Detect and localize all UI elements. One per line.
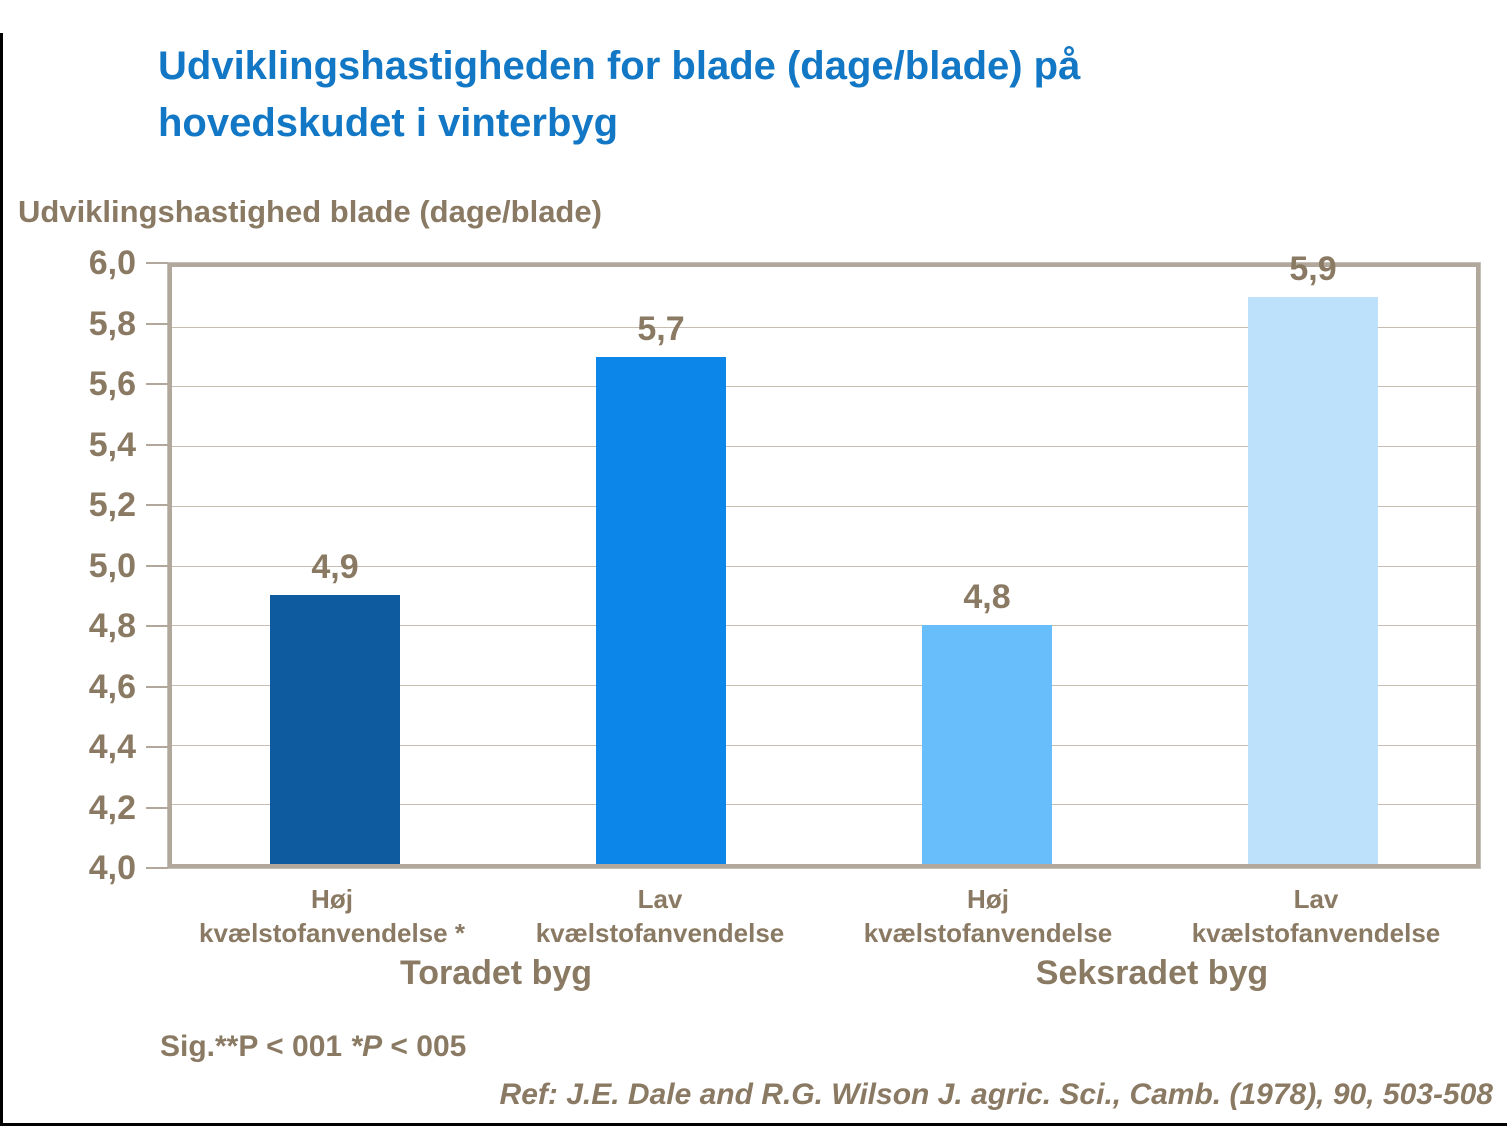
y-axis-tick-mark — [146, 867, 168, 869]
y-axis-tick-mark — [146, 806, 168, 809]
y-axis-tick-mark — [146, 443, 168, 446]
y-axis-tick-mark — [146, 383, 168, 385]
y-axis-tick-mark — [146, 685, 168, 688]
y-axis-title: Udviklingshastighed blade (dage/blade) — [18, 194, 602, 229]
y-axis-tick-label: 5,8 — [88, 304, 136, 343]
x-axis-category-label: Lav kvælstofanvendelse — [1191, 884, 1441, 948]
bar-value-label: 5,7 — [637, 309, 685, 348]
bar — [269, 595, 401, 864]
y-axis-tick-mark — [146, 504, 168, 506]
y-axis-tick-mark — [146, 564, 168, 567]
slide-frame-bottom — [0, 1123, 1507, 1126]
y-axis-tick-label: 4,8 — [88, 607, 136, 645]
bar — [1247, 296, 1379, 864]
bar-value-label: 4,8 — [963, 578, 1011, 617]
y-axis-tick-label: 5,6 — [88, 365, 136, 403]
y-axis-tick-label: 6,0 — [88, 244, 136, 282]
gridline — [172, 326, 1476, 328]
gridline — [172, 744, 1476, 746]
bar-value-label: 4,9 — [311, 548, 359, 587]
y-axis-tick-mark — [146, 262, 168, 264]
gridline — [172, 625, 1476, 627]
x-axis-category-labels: Høj kvælstofanvendelse * Lav kvælstofanve… — [168, 882, 1480, 950]
slide-frame-left — [0, 33, 3, 1126]
y-axis-tick-label: 5,2 — [88, 486, 136, 524]
x-axis-group-label: Toradet byg — [399, 954, 593, 992]
bar-value-label: 5,9 — [1289, 249, 1337, 288]
x-axis-category-label: Lav kvælstofanvendelse — [535, 884, 785, 948]
significance-text: Sig.**P < 001 — [160, 1030, 351, 1063]
y-axis-tick-label: 4,6 — [88, 667, 136, 706]
significance-text-2: < 005 — [382, 1030, 467, 1063]
y-axis-tick-label: 4,0 — [88, 849, 136, 887]
gridline — [172, 565, 1476, 567]
y-axis-tick-mark — [146, 746, 168, 748]
chart-title: Udviklingshastigheden for blade (dage/bl… — [158, 44, 1081, 145]
bar — [921, 625, 1053, 864]
y-axis-tick-label: 5,4 — [88, 425, 136, 464]
gridline — [172, 804, 1476, 806]
bar-chart: 4,9 5,7 4,8 5,9 6,0 5,8 5,6 5,4 5,2 5,0 4,8 4,6 4,4… — [0, 244, 1480, 887]
gridline — [172, 505, 1476, 507]
y-axis-tick-mark — [146, 322, 168, 325]
y-axis-tick-label: 4,2 — [88, 788, 136, 827]
significance-italic-text: *P — [350, 1030, 383, 1063]
x-axis-category-label: Høj kvælstofanvendelse * — [199, 884, 465, 948]
bar — [595, 356, 727, 864]
x-axis-group-label: Seksradet byg — [1035, 954, 1269, 992]
gridline — [172, 446, 1476, 448]
x-axis-group-labels: Toradet byg Seksradet byg — [168, 954, 1480, 993]
plot-area: 4,9 5,7 4,8 5,9 — [168, 250, 1480, 868]
significance-note: Sig.**P < 001 *P < 005 — [160, 1030, 466, 1064]
y-axis-tick-mark — [146, 625, 168, 627]
reference-note: Ref: J.E. Dale and R.G. Wilson J. agric.… — [499, 1078, 1493, 1111]
x-axis-category-label: Høj kvælstofanvendelse — [863, 884, 1113, 948]
gridline — [172, 386, 1476, 388]
gridline — [172, 684, 1476, 686]
y-axis-tick-label: 5,0 — [88, 546, 136, 585]
y-axis-tick-label: 4,4 — [88, 728, 136, 766]
